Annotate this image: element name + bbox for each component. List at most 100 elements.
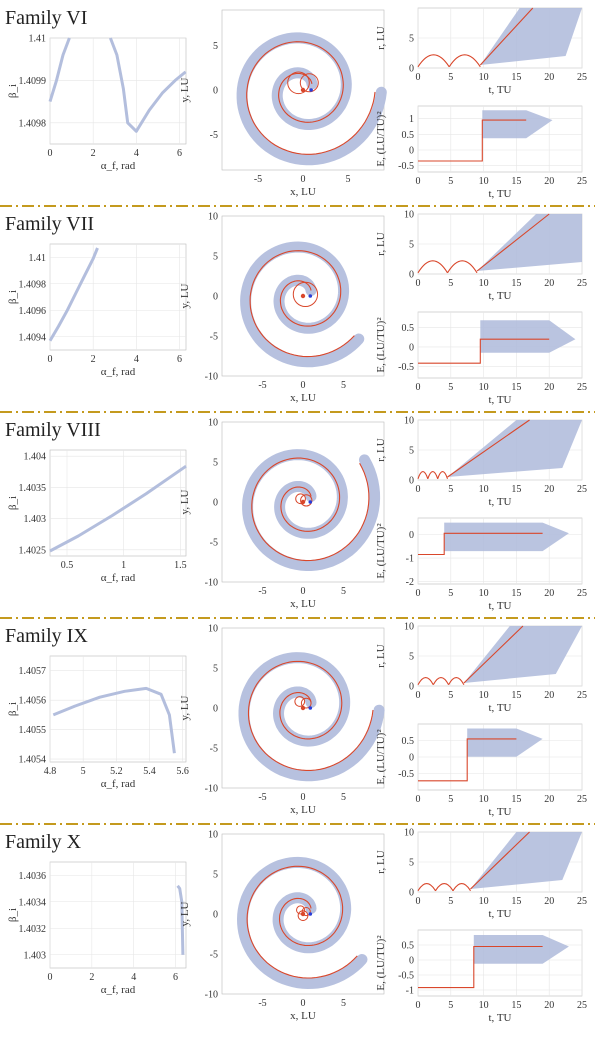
x-tick-label: 0 [301, 792, 306, 803]
start-point-marker [300, 87, 306, 93]
y-tick-label: 1.4035 [19, 483, 47, 494]
y-tick-label: 5 [409, 652, 414, 663]
axes-frame [49, 861, 187, 969]
y-axis-label: β_i [7, 908, 19, 922]
x-axis-label: t, TU [488, 600, 511, 612]
x-axis-label: α_f, rad [101, 778, 136, 790]
x-tick-label: 0 [416, 278, 421, 289]
y-axis-label: β_i [7, 496, 19, 510]
x-tick-label: 15 [511, 484, 521, 495]
x-tick-label: 5 [448, 588, 453, 599]
y-tick-label: -1 [406, 986, 414, 997]
x-axis-label: x, LU [290, 186, 316, 198]
y-tick-label: 0.5 [402, 736, 415, 747]
x-tick-label: 15 [511, 278, 521, 289]
y-tick-label: 1.404 [24, 452, 47, 463]
x-tick-label: 10 [479, 382, 489, 393]
y-tick-label: 5 [409, 34, 414, 45]
x-tick-label: 15 [511, 382, 521, 393]
x-tick-label: 0 [416, 588, 421, 599]
trajectory-line [246, 865, 358, 979]
y-tick-label: 10 [404, 210, 414, 221]
x-tick-label: -5 [258, 998, 266, 1009]
y-tick-label: 0 [409, 146, 414, 157]
r-escape-line [479, 7, 534, 66]
end-point-marker [308, 706, 313, 710]
r-escape-line [470, 831, 530, 890]
y-tick-label: 1.41 [29, 253, 47, 264]
y-axis-label: r, LU [375, 644, 387, 667]
x-tick-label: 25 [577, 794, 587, 805]
x-tick-label: 5 [448, 484, 453, 495]
y-tick-label: 1.4025 [19, 545, 47, 556]
r-band [480, 8, 582, 65]
y-tick-label: 10 [404, 828, 414, 839]
y-tick-label: 1 [409, 114, 414, 125]
family-panel: Family X 0 2 4 6 1.403 1.4032 1.4034 1.4036 α_f, … [5, 828, 587, 1025]
r-early-curve [417, 54, 481, 68]
y-tick-label: 1.4096 [19, 306, 47, 317]
y-tick-label: 5 [213, 41, 218, 52]
x-axis-label: x, LU [290, 392, 316, 404]
trajectory-line [247, 660, 374, 771]
trajectory-loop [294, 696, 306, 707]
family-panel: Family VI 0 2 4 6 1.4098 1.4099 1.41 α_f, rad β_i… [0, 7, 595, 207]
x-tick-label: 4.8 [44, 766, 57, 777]
y-tick-label: 0.5 [402, 323, 415, 334]
x-tick-label: 2 [91, 148, 96, 159]
y-tick-label: 10 [404, 416, 414, 427]
x-tick-label: 0 [301, 174, 306, 185]
y-axis-label: E, (LU/TU)² [375, 935, 387, 991]
y-tick-label: 1.4034 [19, 897, 47, 908]
trajectory-loop [301, 907, 311, 917]
x-tick-label: -5 [258, 792, 266, 803]
y-tick-label: -0.5 [398, 971, 414, 982]
x-tick-label: 20 [544, 484, 554, 495]
x-tick-label: 10 [479, 176, 489, 187]
energy-line [418, 338, 550, 364]
y-tick-label: -10 [205, 372, 218, 383]
r-early-curve [417, 260, 478, 274]
y-tick-label: 1.4054 [19, 755, 47, 766]
y-axis-label: β_i [7, 84, 19, 98]
x-tick-label: 0 [416, 1000, 421, 1011]
r-band [463, 626, 582, 683]
energy-line [418, 532, 543, 556]
energy-band [444, 522, 569, 552]
x-axis-label: x, LU [290, 1010, 316, 1022]
x-tick-label: 0 [416, 484, 421, 495]
r-escape-line [476, 213, 550, 272]
y-axis-label: β_i [7, 702, 19, 716]
y-tick-label: -0.5 [398, 161, 414, 172]
x-tick-label: 5 [346, 174, 351, 185]
y-axis-label: β_i [7, 290, 19, 304]
y-tick-label: 5 [213, 870, 218, 881]
x-tick-label: 5 [448, 176, 453, 187]
y-axis-label: E, (LU/TU)² [375, 523, 387, 579]
y-tick-label: 10 [208, 624, 218, 635]
x-tick-label: 25 [577, 72, 587, 83]
x-tick-label: -5 [258, 380, 266, 391]
end-point-marker [308, 294, 313, 298]
x-tick-label: 20 [544, 794, 554, 805]
y-tick-label: 5 [213, 664, 218, 675]
family-title: Family X [5, 831, 82, 853]
x-tick-label: 15 [511, 690, 521, 701]
y-tick-label: 10 [208, 830, 218, 841]
x-tick-label: 5 [448, 278, 453, 289]
x-tick-label: 5 [448, 382, 453, 393]
x-tick-label: 0 [416, 896, 421, 907]
y-tick-label: -10 [205, 578, 218, 589]
y-tick-label: 0.5 [402, 941, 415, 952]
r-early-curve [417, 677, 465, 686]
y-tick-label: 1.4055 [19, 725, 47, 736]
x-tick-label: 20 [544, 588, 554, 599]
x-tick-label: 25 [577, 382, 587, 393]
y-tick-label: 0.5 [402, 130, 415, 141]
trajectory-loop [300, 494, 313, 507]
r-early-curve [417, 883, 471, 892]
x-tick-label: 25 [577, 896, 587, 907]
x-tick-label: 20 [544, 1000, 554, 1011]
y-axis-label: y, LU [179, 77, 191, 102]
